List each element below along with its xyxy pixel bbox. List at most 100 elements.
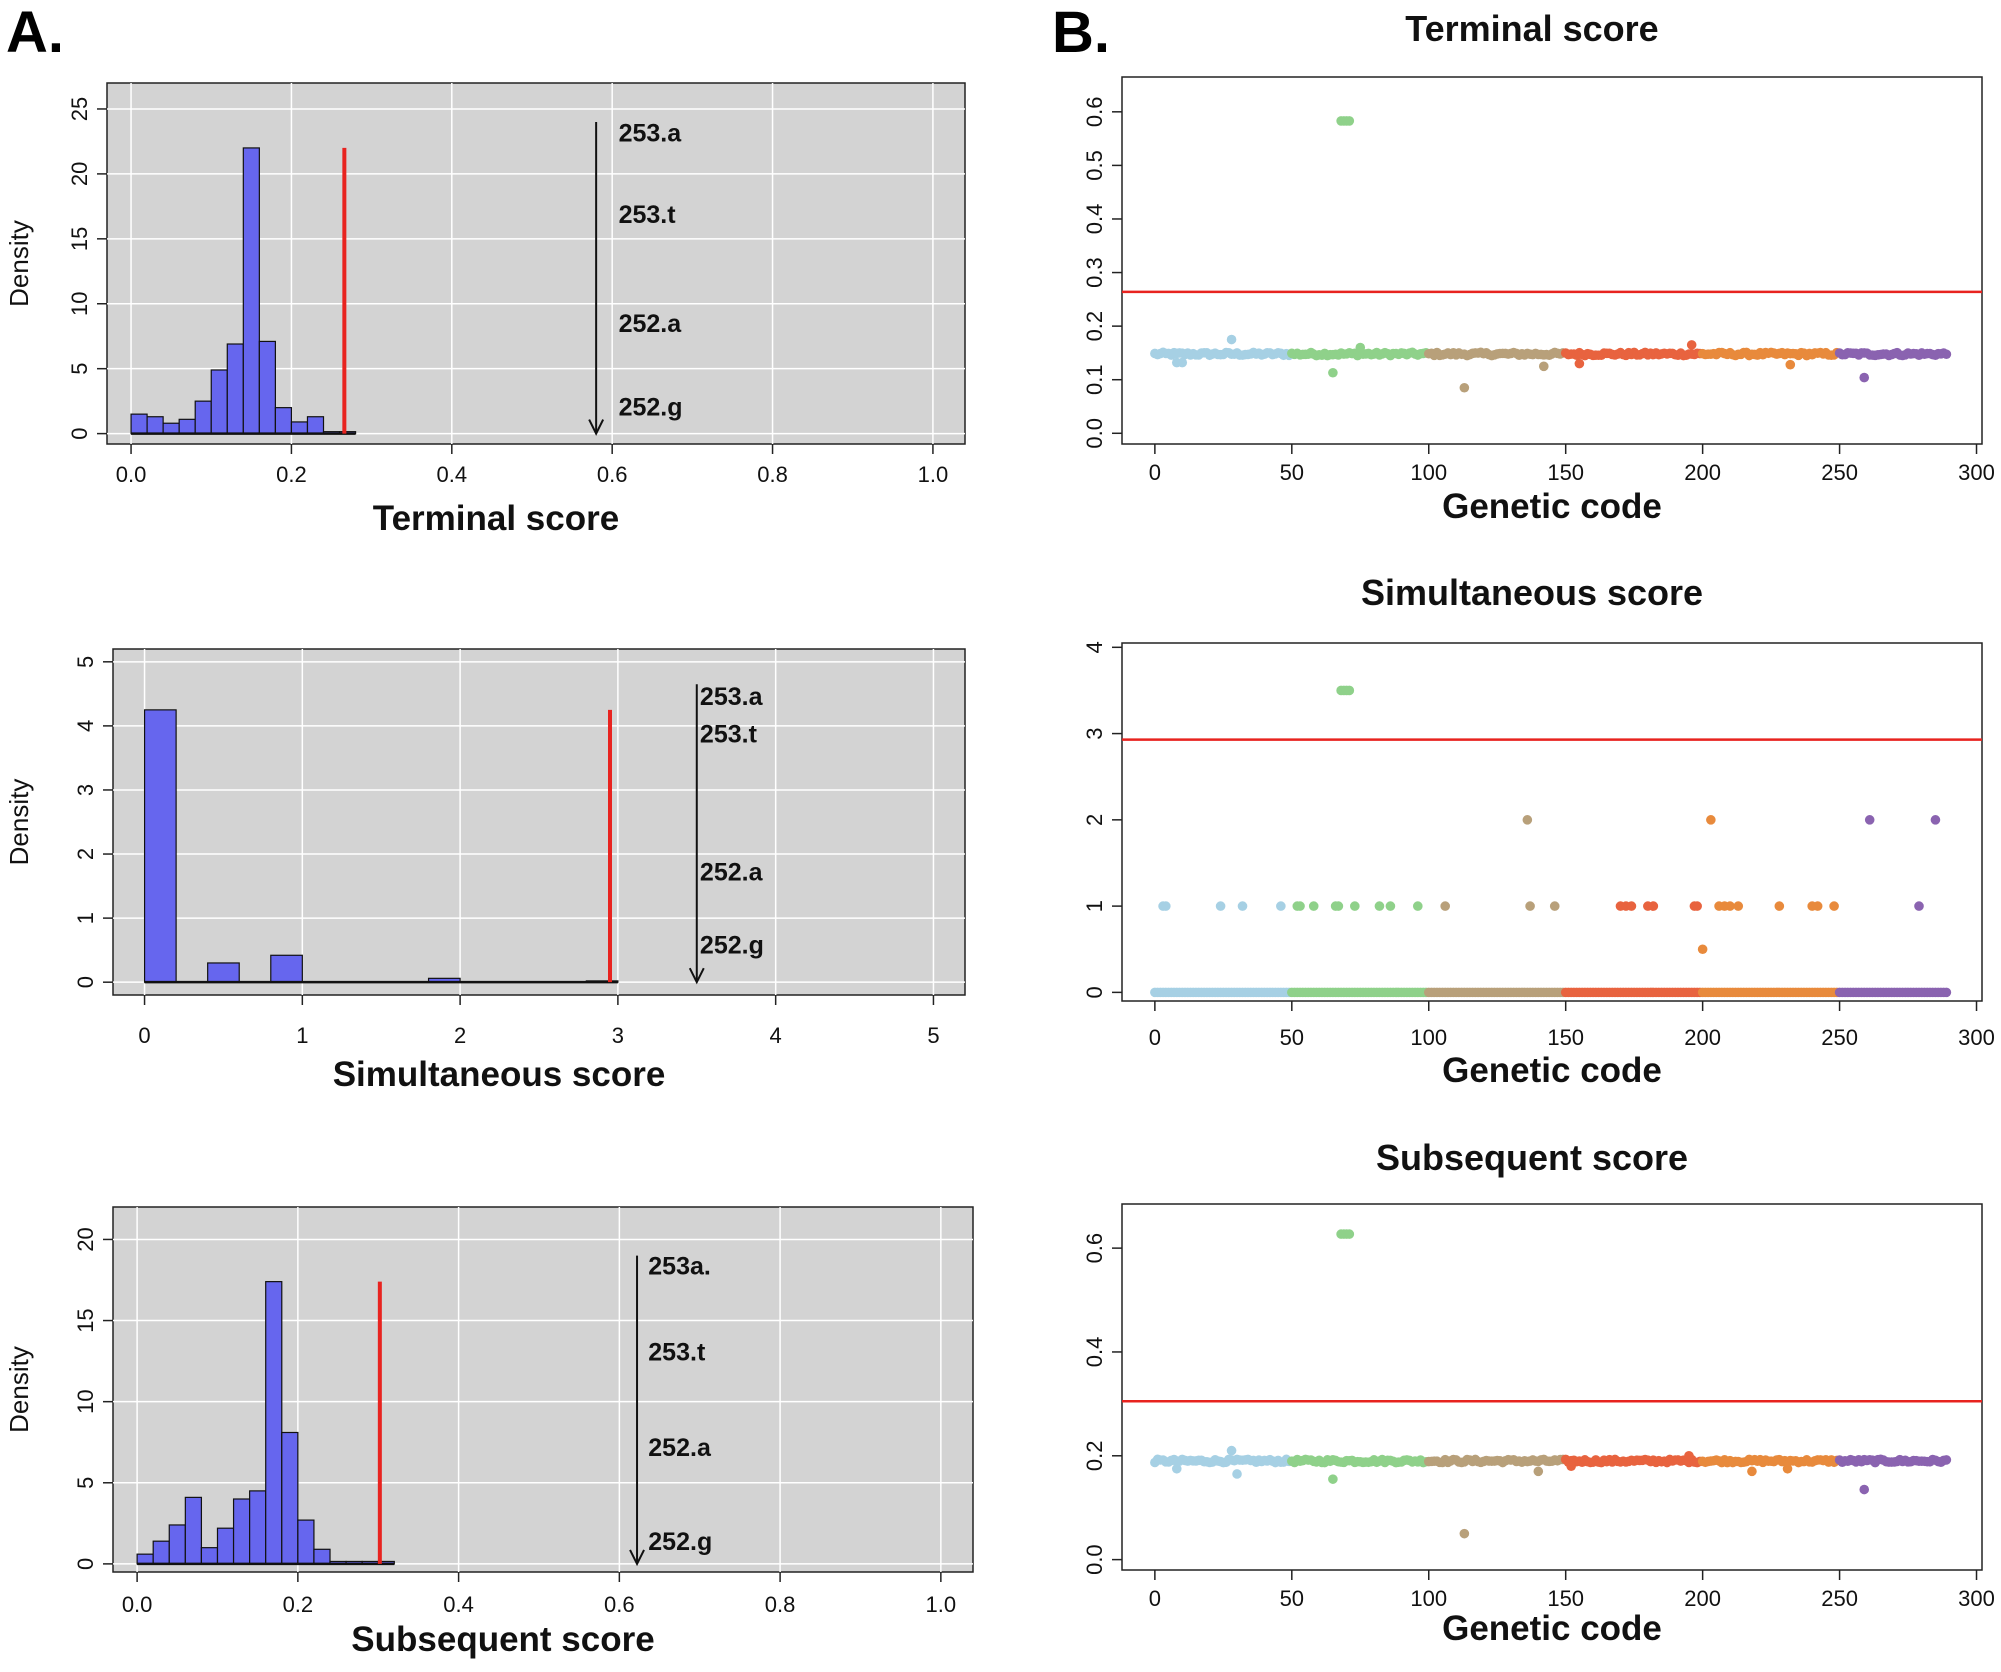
x-tick-label: 4 — [770, 1023, 782, 1048]
x-tick-label: 250 — [1821, 1586, 1858, 1611]
y-tick-label: 0.0 — [1082, 418, 1107, 449]
data-point-outlier — [1412, 901, 1423, 911]
data-point-outlier — [1684, 1450, 1694, 1461]
x-tick-label: 0.2 — [276, 462, 307, 487]
data-point-outlier — [1785, 359, 1796, 370]
histogram-bar — [232, 1498, 251, 1565]
y-tick-label: 3 — [73, 784, 98, 796]
x-tick-label: 0.8 — [765, 1592, 796, 1617]
x-axis-title: Genetic code — [1442, 1051, 1662, 1090]
histogram-bar — [290, 421, 309, 435]
data-point-outlier — [1328, 367, 1338, 378]
mutation-annotation: 253.t — [700, 721, 758, 749]
arrow-head — [629, 1549, 645, 1567]
y-tick-label: 5 — [67, 363, 92, 375]
data-point-outlier — [1161, 901, 1171, 911]
histogram-bar — [242, 147, 260, 435]
panel-label-a: A. — [6, 0, 64, 65]
histogram-bar — [178, 418, 196, 435]
x-tick-label: 300 — [1958, 1586, 1995, 1611]
x-tick-label: 300 — [1958, 460, 1995, 485]
data-point-outlier — [1525, 901, 1535, 911]
y-tick-label: 20 — [73, 1227, 98, 1251]
histogram-bar — [226, 343, 244, 435]
data-point-outlier — [1812, 901, 1823, 911]
y-tick-label: 2 — [73, 848, 98, 860]
y-tick-label: 20 — [67, 162, 92, 186]
y-tick-label: 0.0 — [1082, 1544, 1107, 1575]
histogram-bar — [152, 1540, 170, 1565]
x-tick-label: 0.4 — [443, 1592, 474, 1617]
histogram-bar — [270, 954, 303, 983]
x-tick-label: 250 — [1821, 1025, 1858, 1050]
data-point-outlier — [1276, 901, 1286, 911]
y-tick-label: 0 — [67, 427, 92, 439]
data-point-outlier — [1686, 340, 1697, 350]
histogram-bar — [313, 1548, 331, 1565]
x-tick-label: 0.0 — [122, 1592, 153, 1617]
histogram-bar — [184, 1496, 203, 1565]
data-point-outlier — [1774, 901, 1785, 911]
y-tick-label: 0.6 — [1082, 97, 1107, 128]
mutation-annotation: 253.t — [619, 201, 677, 229]
data-point — [1941, 1455, 1952, 1465]
chart-scatter-subsequent: 0 50 100 150 200 250 300 0.0 0.2 0.4 0.6 Genetic co… — [1082, 1137, 1995, 1648]
x-tick-label: 0 — [1149, 1025, 1161, 1050]
data-point-outlier — [1237, 901, 1248, 911]
data-point-outlier — [1692, 901, 1702, 911]
data-point-outlier — [1295, 901, 1305, 911]
histogram-bar — [281, 1431, 299, 1565]
x-tick-label: 1.0 — [926, 1592, 957, 1617]
chart-scatter-simultaneous: 0 50 100 150 200 250 300 0 1 2 3 4 Genetic code Simul… — [1082, 572, 1995, 1090]
x-tick-label: 0 — [1149, 460, 1161, 485]
data-point-outlier — [1226, 1445, 1237, 1456]
chart-hist-simultaneous: 0 1 2 3 4 5 0 1 2 3 4 5 Simultaneous score Density 253… — [4, 648, 966, 1094]
histogram-bar — [297, 1519, 315, 1565]
x-tick-label: 0 — [138, 1023, 150, 1048]
data-point-outlier — [1747, 1466, 1757, 1477]
plot-area — [112, 648, 966, 996]
data-point-outlier — [1344, 116, 1355, 126]
x-tick-label: 50 — [1280, 1025, 1304, 1050]
x-axis-title: Terminal score — [373, 499, 619, 538]
histogram-bar — [216, 1527, 235, 1565]
data-point-outlier — [1930, 815, 1941, 825]
x-tick-label: 0.4 — [437, 462, 468, 487]
y-tick-label: 4 — [1082, 641, 1107, 653]
mutation-annotation: 253a. — [648, 1252, 711, 1280]
data-point-outlier — [1549, 901, 1560, 911]
y-tick-label: 5 — [73, 656, 98, 668]
histogram-bar — [306, 416, 325, 435]
histogram-bar — [249, 1490, 267, 1565]
data-point-outlier — [1725, 901, 1735, 911]
y-tick-label: 1 — [1082, 900, 1107, 912]
x-axis-title: Genetic code — [1442, 487, 1662, 526]
mutation-annotation: 252.a — [700, 858, 764, 886]
data-point — [1941, 349, 1952, 360]
data-point-outlier — [1459, 1528, 1470, 1539]
histogram-bar — [194, 400, 212, 435]
data-point-outlier — [1171, 1463, 1182, 1474]
x-tick-label: 0 — [1149, 1586, 1161, 1611]
data-point — [1941, 987, 1952, 998]
data-point-outlier — [1829, 901, 1839, 911]
y-tick-label: 0.2 — [1082, 1440, 1107, 1471]
x-tick-label: 250 — [1821, 460, 1858, 485]
y-tick-label: 0.1 — [1082, 364, 1107, 395]
x-tick-label: 200 — [1684, 1025, 1721, 1050]
mutation-annotation: 252.g — [700, 931, 764, 959]
y-tick-label: 15 — [73, 1308, 98, 1332]
panel-label-b: B. — [1052, 0, 1110, 65]
data-point-outlier — [1706, 815, 1716, 825]
data-point-outlier — [1374, 901, 1385, 911]
histogram-bar — [146, 416, 164, 435]
data-point-outlier — [1385, 901, 1396, 911]
histogram-bar — [168, 1524, 186, 1565]
x-tick-label: 100 — [1410, 460, 1447, 485]
data-point-outlier — [1626, 901, 1637, 911]
data-point-outlier — [1177, 357, 1188, 368]
data-point-outlier — [1232, 1469, 1242, 1479]
y-tick-label: 0.4 — [1082, 204, 1107, 235]
x-tick-label: 100 — [1410, 1025, 1447, 1050]
